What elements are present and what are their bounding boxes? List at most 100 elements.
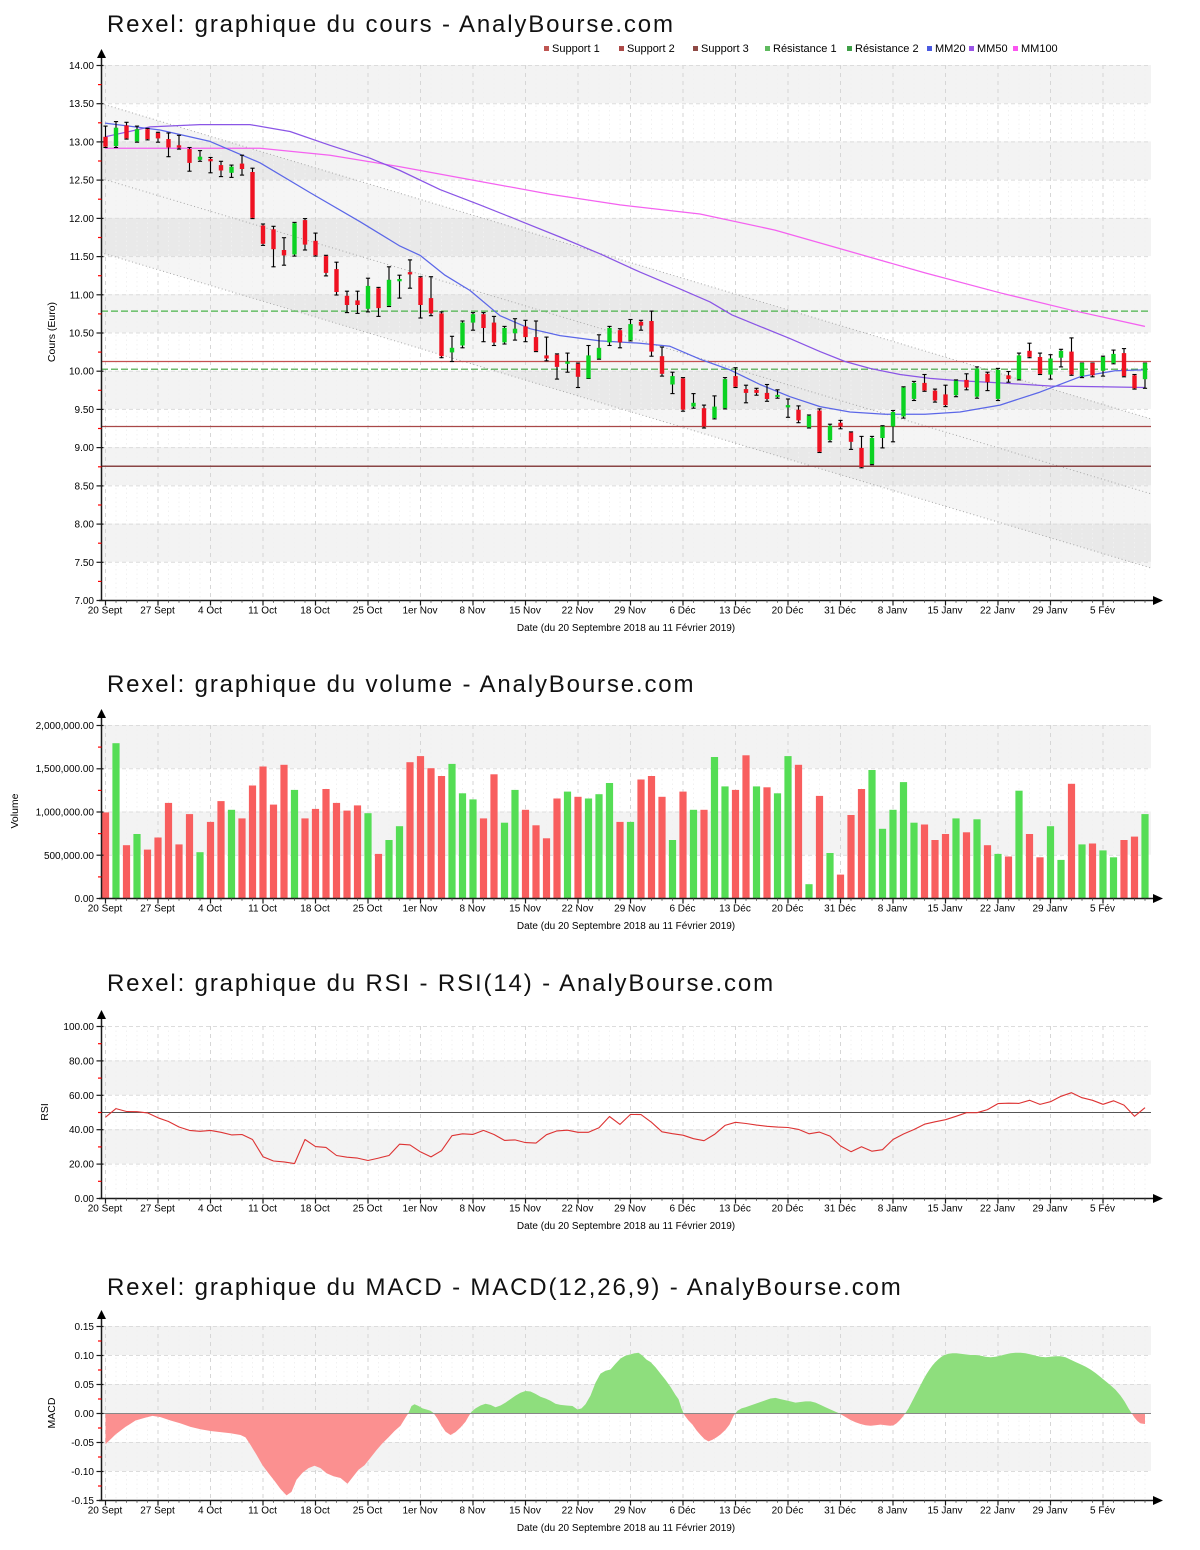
svg-text:8 Nov: 8 Nov: [459, 1204, 485, 1215]
svg-text:8 Nov: 8 Nov: [459, 1506, 485, 1517]
svg-text:0.15: 0.15: [75, 1322, 95, 1333]
svg-text:60.00: 60.00: [69, 1091, 94, 1102]
svg-text:29 Nov: 29 Nov: [614, 904, 646, 915]
svg-text:4 Oct: 4 Oct: [198, 1506, 222, 1517]
svg-text:25 Oct: 25 Oct: [353, 904, 383, 915]
svg-text:80.00: 80.00: [69, 1056, 94, 1067]
svg-text:20 Sept: 20 Sept: [88, 1506, 123, 1517]
svg-text:29 Nov: 29 Nov: [614, 1506, 646, 1517]
svg-text:6 Déc: 6 Déc: [669, 1506, 695, 1517]
svg-text:100.00: 100.00: [63, 1022, 94, 1033]
svg-text:8 Nov: 8 Nov: [459, 606, 485, 617]
svg-text:8 Janv: 8 Janv: [878, 1506, 907, 1517]
svg-text:12.50: 12.50: [69, 176, 94, 187]
svg-text:18 Oct: 18 Oct: [300, 904, 330, 915]
svg-text:7.00: 7.00: [75, 596, 95, 607]
svg-text:11 Oct: 11 Oct: [248, 1506, 277, 1517]
svg-text:29 Janv: 29 Janv: [1032, 1204, 1067, 1215]
svg-text:9.00: 9.00: [75, 443, 95, 454]
svg-text:Rexel: graphique du MACD - MAC: Rexel: graphique du MACD - MACD(12,26,9)…: [107, 1274, 903, 1301]
svg-text:2,000,000.00: 2,000,000.00: [36, 721, 95, 732]
svg-text:25 Oct: 25 Oct: [353, 1506, 383, 1517]
svg-text:8 Janv: 8 Janv: [878, 904, 907, 915]
svg-text:1er Nov: 1er Nov: [402, 606, 437, 617]
svg-text:13.00: 13.00: [69, 137, 94, 148]
svg-text:0.10: 0.10: [75, 1351, 95, 1362]
svg-text:RSI: RSI: [39, 1103, 51, 1121]
svg-text:Cours (Euro): Cours (Euro): [46, 302, 58, 362]
svg-text:18 Oct: 18 Oct: [300, 1506, 330, 1517]
svg-text:14.00: 14.00: [69, 61, 94, 72]
svg-text:-0.05: -0.05: [71, 1438, 94, 1449]
svg-text:0.00: 0.00: [75, 894, 95, 905]
svg-text:27 Sept: 27 Sept: [140, 1204, 175, 1215]
svg-text:25 Oct: 25 Oct: [353, 606, 383, 617]
svg-text:1,500,000.00: 1,500,000.00: [36, 764, 95, 775]
svg-text:20 Déc: 20 Déc: [772, 904, 804, 915]
svg-text:6 Déc: 6 Déc: [669, 606, 695, 617]
svg-text:Support 2: Support 2: [627, 43, 675, 55]
svg-text:Date (du 20 Septembre 2018 au: Date (du 20 Septembre 2018 au 11 Février…: [517, 623, 735, 634]
svg-text:15 Janv: 15 Janv: [927, 904, 962, 915]
svg-text:29 Nov: 29 Nov: [614, 606, 646, 617]
svg-text:MM20: MM20: [935, 43, 966, 55]
svg-text:8 Nov: 8 Nov: [459, 904, 485, 915]
svg-text:Rexel: graphique du volume - A: Rexel: graphique du volume - AnalyBourse…: [107, 671, 695, 698]
svg-text:5 Fév: 5 Fév: [1090, 904, 1115, 915]
svg-text:20.00: 20.00: [69, 1160, 94, 1171]
svg-text:4 Oct: 4 Oct: [198, 1204, 222, 1215]
svg-text:11 Oct: 11 Oct: [248, 1204, 277, 1215]
svg-text:29 Janv: 29 Janv: [1032, 1506, 1067, 1517]
svg-text:12.00: 12.00: [69, 214, 94, 225]
svg-text:0.00: 0.00: [75, 1409, 95, 1420]
svg-text:22 Nov: 22 Nov: [562, 1204, 594, 1215]
svg-text:1er Nov: 1er Nov: [402, 1506, 437, 1517]
svg-text:Date (du 20 Septembre 2018 au: Date (du 20 Septembre 2018 au 11 Février…: [517, 921, 735, 932]
svg-text:9.50: 9.50: [75, 405, 95, 416]
svg-text:15 Nov: 15 Nov: [509, 904, 541, 915]
svg-text:18 Oct: 18 Oct: [300, 606, 330, 617]
svg-text:5 Fév: 5 Fév: [1090, 1506, 1115, 1517]
svg-text:MM50: MM50: [977, 43, 1008, 55]
svg-text:15 Janv: 15 Janv: [927, 1506, 962, 1517]
svg-text:4 Oct: 4 Oct: [198, 904, 222, 915]
svg-text:22 Nov: 22 Nov: [562, 606, 594, 617]
svg-text:15 Janv: 15 Janv: [927, 606, 962, 617]
svg-text:10.50: 10.50: [69, 329, 94, 340]
svg-text:13 Déc: 13 Déc: [719, 904, 751, 915]
svg-text:Résistance 2: Résistance 2: [855, 43, 919, 55]
svg-text:10.00: 10.00: [69, 367, 94, 378]
svg-text:22 Janv: 22 Janv: [980, 1506, 1015, 1517]
svg-text:Rexel: graphique du RSI - RSI(: Rexel: graphique du RSI - RSI(14) - Anal…: [107, 970, 775, 997]
svg-text:31 Déc: 31 Déc: [824, 1506, 856, 1517]
svg-text:-0.10: -0.10: [71, 1467, 94, 1478]
svg-text:13 Déc: 13 Déc: [719, 606, 751, 617]
svg-text:0.05: 0.05: [75, 1380, 95, 1391]
svg-text:7.50: 7.50: [75, 558, 95, 569]
svg-text:0.00: 0.00: [75, 1194, 95, 1205]
svg-text:40.00: 40.00: [69, 1125, 94, 1136]
svg-text:20 Déc: 20 Déc: [772, 606, 804, 617]
svg-text:22 Nov: 22 Nov: [562, 1506, 594, 1517]
svg-text:20 Sept: 20 Sept: [88, 904, 123, 915]
svg-text:5 Fév: 5 Fév: [1090, 606, 1115, 617]
svg-text:20 Déc: 20 Déc: [772, 1506, 804, 1517]
svg-text:27 Sept: 27 Sept: [140, 1506, 175, 1517]
svg-text:13 Déc: 13 Déc: [719, 1204, 751, 1215]
svg-text:1,000,000.00: 1,000,000.00: [36, 808, 95, 819]
svg-text:22 Janv: 22 Janv: [980, 606, 1015, 617]
svg-text:29 Janv: 29 Janv: [1032, 606, 1067, 617]
svg-text:1er Nov: 1er Nov: [402, 904, 437, 915]
svg-text:29 Nov: 29 Nov: [614, 1204, 646, 1215]
svg-text:Date (du 20 Septembre 2018 au: Date (du 20 Septembre 2018 au 11 Février…: [517, 1221, 735, 1232]
svg-text:13.50: 13.50: [69, 99, 94, 110]
svg-text:Résistance 1: Résistance 1: [773, 43, 837, 55]
svg-text:11.00: 11.00: [70, 290, 95, 301]
svg-text:31 Déc: 31 Déc: [824, 1204, 856, 1215]
svg-text:15 Nov: 15 Nov: [509, 1204, 541, 1215]
svg-text:-0.15: -0.15: [71, 1496, 94, 1507]
svg-text:20 Déc: 20 Déc: [772, 1204, 804, 1215]
svg-text:11 Oct: 11 Oct: [248, 904, 277, 915]
svg-text:15 Nov: 15 Nov: [509, 606, 541, 617]
svg-text:Volume: Volume: [9, 793, 21, 828]
